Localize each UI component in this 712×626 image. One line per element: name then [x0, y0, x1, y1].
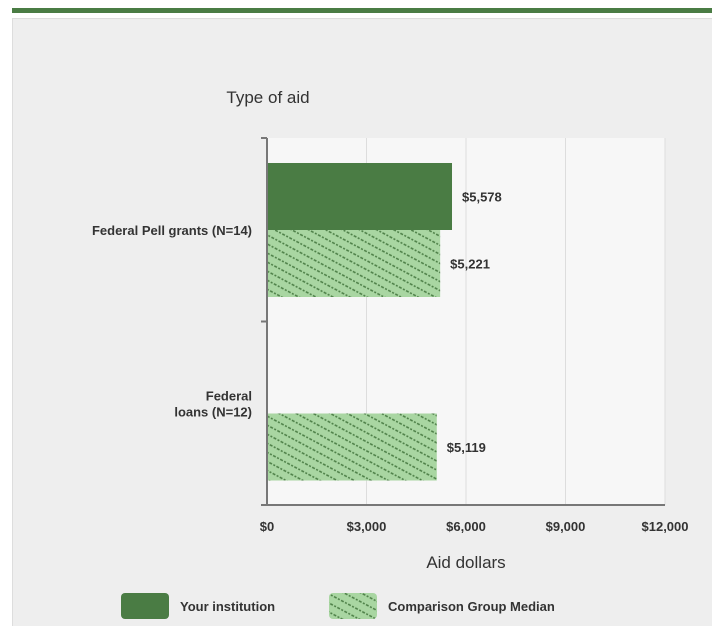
category-labels: Federal Pell grants (N=14) Federal loans (…: [92, 223, 252, 420]
bar-value-label: $5,578: [462, 190, 502, 205]
bar-value-label: $5,221: [450, 257, 490, 272]
axes: [261, 137, 665, 506]
y-axis-title: Type of aid: [226, 88, 309, 107]
data-labels: $5,578 $5,221 $5,119: [447, 190, 502, 456]
legend-swatch: [121, 593, 169, 619]
x-tick-label: $12,000: [642, 519, 689, 534]
bar-value-label: $5,119: [447, 440, 486, 455]
legend-label: Comparison Group Median: [388, 599, 555, 614]
x-tick-label: $6,000: [446, 519, 486, 534]
legend-swatch: [329, 593, 377, 619]
x-tick-label: $3,000: [347, 519, 387, 534]
x-tick-label: $0: [260, 519, 274, 534]
bar-comparison-median: [267, 230, 441, 297]
category-label: Federal loans (N=12): [174, 389, 252, 420]
x-axis-title: Aid dollars: [426, 553, 505, 572]
x-tick-labels: $0 $3,000 $6,000 $9,000 $12,000: [260, 519, 689, 534]
legend: Your institution Comparison Group Median: [121, 593, 555, 619]
bar-comparison-median: [267, 413, 437, 481]
legend-label: Your institution: [180, 599, 275, 614]
bars: [267, 163, 453, 481]
category-label: Federal Pell grants (N=14): [92, 223, 252, 238]
x-tick-label: $9,000: [546, 519, 586, 534]
bar-your-institution: [267, 163, 453, 230]
top-accent-bar: [12, 8, 712, 13]
